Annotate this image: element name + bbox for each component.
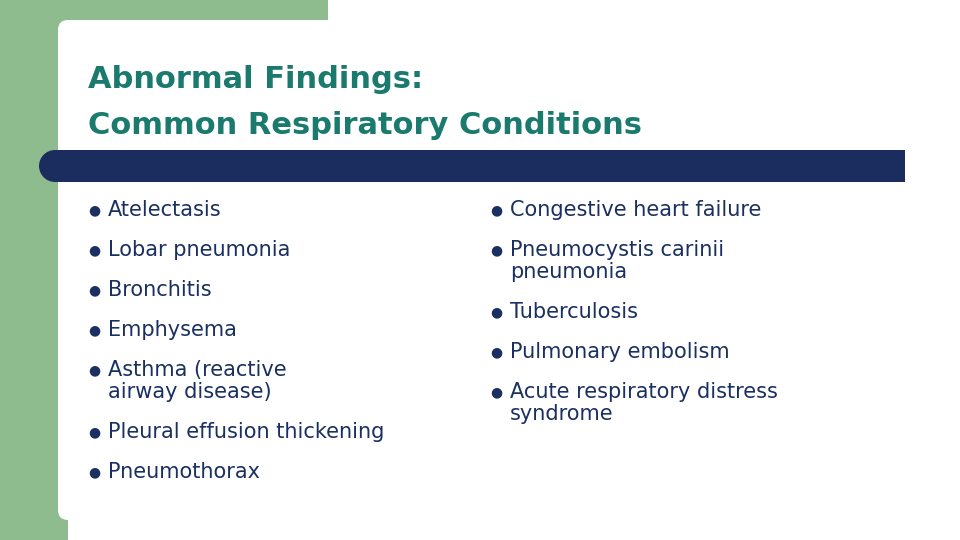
FancyBboxPatch shape [58, 20, 953, 520]
Text: Tuberculosis: Tuberculosis [510, 302, 638, 322]
Text: Pneumothorax: Pneumothorax [108, 462, 260, 482]
Bar [68, 0, 328, 190]
Text: Atelectasis: Atelectasis [108, 200, 222, 220]
Text: ●: ● [88, 243, 100, 257]
Text: ●: ● [88, 203, 100, 217]
Text: Common Respiratory Conditions: Common Respiratory Conditions [88, 111, 642, 139]
Text: Abnormal Findings:: Abnormal Findings: [88, 65, 423, 94]
Text: Emphysema: Emphysema [108, 320, 237, 340]
Text: airway disease): airway disease) [108, 382, 272, 402]
Text: pneumonia: pneumonia [510, 262, 627, 282]
Text: Pleural effusion thickening: Pleural effusion thickening [108, 422, 384, 442]
Text: Asthma (reactive: Asthma (reactive [108, 360, 287, 380]
Text: ●: ● [88, 465, 100, 479]
Text: syndrome: syndrome [510, 404, 613, 424]
Text: Bronchitis: Bronchitis [108, 280, 211, 300]
Text: ●: ● [490, 243, 502, 257]
Text: Lobar pneumonia: Lobar pneumonia [108, 240, 290, 260]
Text: ●: ● [490, 305, 502, 319]
Text: ●: ● [88, 283, 100, 297]
Text: ●: ● [88, 323, 100, 337]
Text: ●: ● [490, 385, 502, 399]
Ellipse shape [39, 150, 71, 182]
Text: Pneumocystis carinii: Pneumocystis carinii [510, 240, 724, 260]
Bar [0, 0, 68, 540]
Text: ●: ● [88, 425, 100, 439]
Text: Acute respiratory distress: Acute respiratory distress [510, 382, 778, 402]
Text: Pulmonary embolism: Pulmonary embolism [510, 342, 730, 362]
Text: ●: ● [88, 363, 100, 377]
Text: Congestive heart failure: Congestive heart failure [510, 200, 761, 220]
Bar [55, 150, 905, 182]
Text: ●: ● [490, 203, 502, 217]
Text: ●: ● [490, 345, 502, 359]
